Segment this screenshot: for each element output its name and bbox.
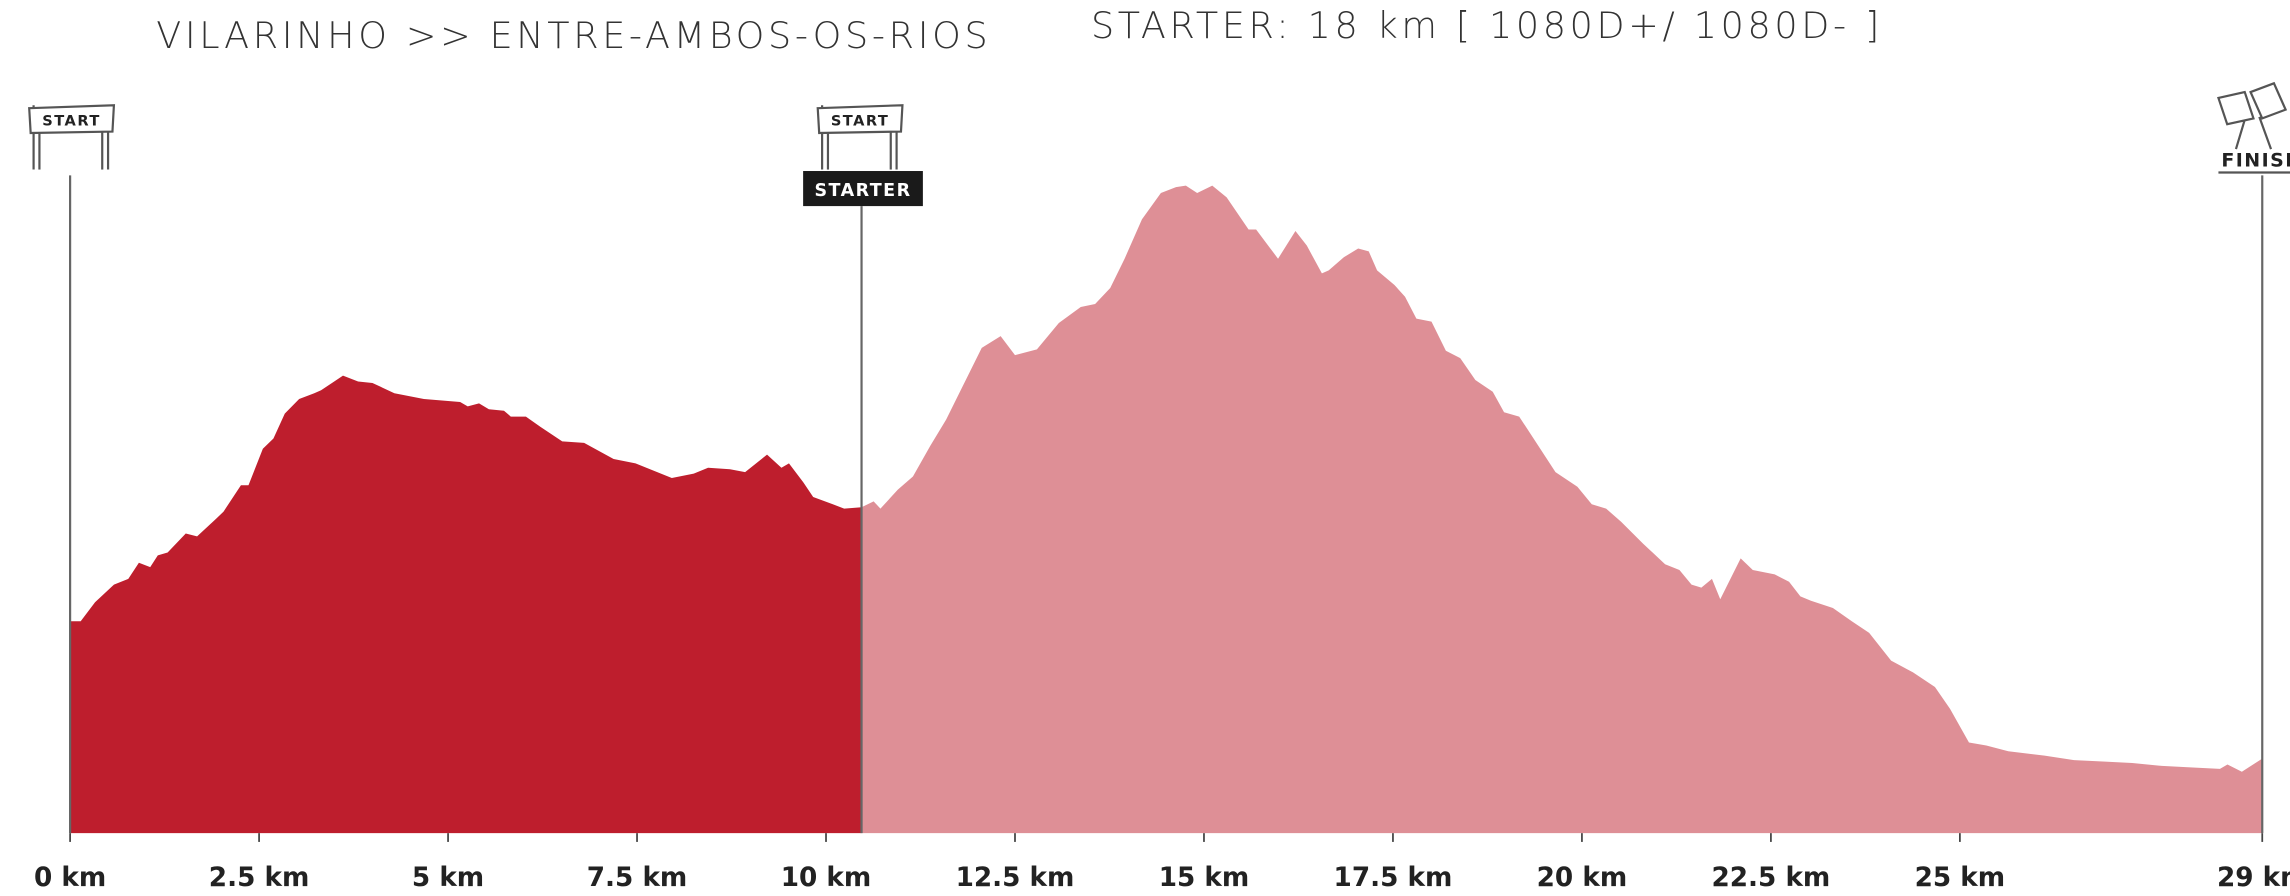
marker: FINISH [2217, 81, 2290, 834]
marker: START STARTER [803, 104, 923, 834]
chart-subtitle: STARTER: 18 km [ 1080D+/ 1080D- ] [1091, 4, 1883, 47]
x-tick-label: 5 km [412, 863, 484, 893]
tag-box [803, 171, 923, 207]
elevation-area [70, 375, 862, 834]
x-tick-label: 7.5 km [587, 863, 688, 893]
x-tick-label: 25 km [1915, 863, 2006, 893]
marker-label: START [831, 113, 890, 130]
elevation-area [861, 185, 2263, 834]
banner [28, 104, 116, 135]
chart-title: VILARINHO >> ENTRE-AMBOS-OS-RIOS [156, 14, 991, 57]
marker-label: START [42, 113, 101, 130]
finish-flags [2217, 81, 2288, 150]
marker-tag: STARTER [814, 181, 911, 201]
x-tick-label: 22.5 km [1712, 863, 1831, 893]
x-tick-label: 29 km [2217, 863, 2290, 893]
x-tick-label: 2.5 km [209, 863, 310, 893]
banner [816, 104, 904, 135]
x-tick-label: 12.5 km [956, 863, 1075, 893]
x-tick-label: 15 km [1159, 863, 1250, 893]
x-tick-label: 10 km [781, 863, 872, 893]
x-tick-label: 20 km [1537, 863, 1628, 893]
marker: START [28, 104, 116, 834]
marker-label: FINISH [2221, 150, 2290, 172]
x-tick-label: 0 km [34, 863, 106, 893]
x-tick-label: 17.5 km [1334, 863, 1453, 893]
